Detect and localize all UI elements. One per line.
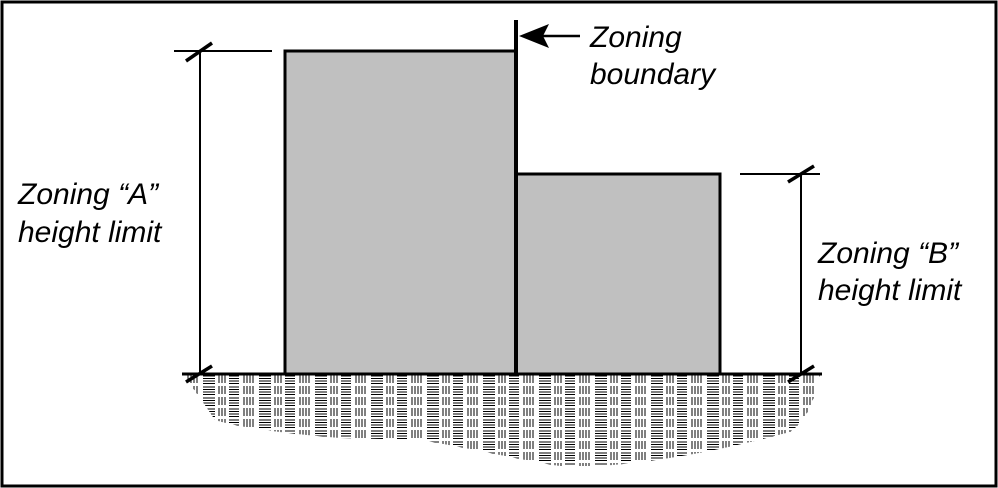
zone-b-top-tick (787, 164, 815, 184)
zone-a-top-tick (185, 41, 213, 63)
building-zone-b (514, 172, 722, 376)
zoning-boundary-label-line2: boundary (590, 58, 717, 91)
zone-b-dimension (740, 164, 820, 384)
zone-a-bottom-tick (185, 364, 213, 384)
zoning-boundary-label-line1: Zoning (589, 21, 682, 54)
ground-hatch (182, 374, 820, 466)
zone-b-bottom-tick (787, 364, 815, 384)
boundary-arrow (519, 24, 580, 48)
building-zone-a (283, 49, 518, 376)
zone-b-label-line2: height limit (818, 274, 963, 307)
zone-a-label-line2: height limit (18, 216, 163, 249)
zone-a-label-line1: Zoning “A” (17, 178, 160, 211)
zone-a-dimension (174, 41, 272, 384)
zone-b-label-line1: Zoning “B” (817, 237, 960, 270)
